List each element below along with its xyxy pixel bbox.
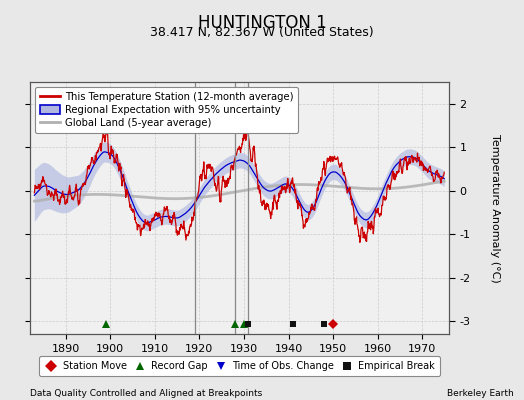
- Text: Berkeley Earth: Berkeley Earth: [447, 389, 514, 398]
- Legend: This Temperature Station (12-month average), Regional Expectation with 95% uncer: This Temperature Station (12-month avera…: [35, 87, 298, 133]
- Y-axis label: Temperature Anomaly (°C): Temperature Anomaly (°C): [490, 134, 500, 282]
- Text: HUNTINGTON 1: HUNTINGTON 1: [198, 14, 326, 32]
- Text: Data Quality Controlled and Aligned at Breakpoints: Data Quality Controlled and Aligned at B…: [30, 389, 262, 398]
- Text: 38.417 N, 82.367 W (United States): 38.417 N, 82.367 W (United States): [150, 26, 374, 39]
- Legend: Station Move, Record Gap, Time of Obs. Change, Empirical Break: Station Move, Record Gap, Time of Obs. C…: [39, 356, 440, 376]
